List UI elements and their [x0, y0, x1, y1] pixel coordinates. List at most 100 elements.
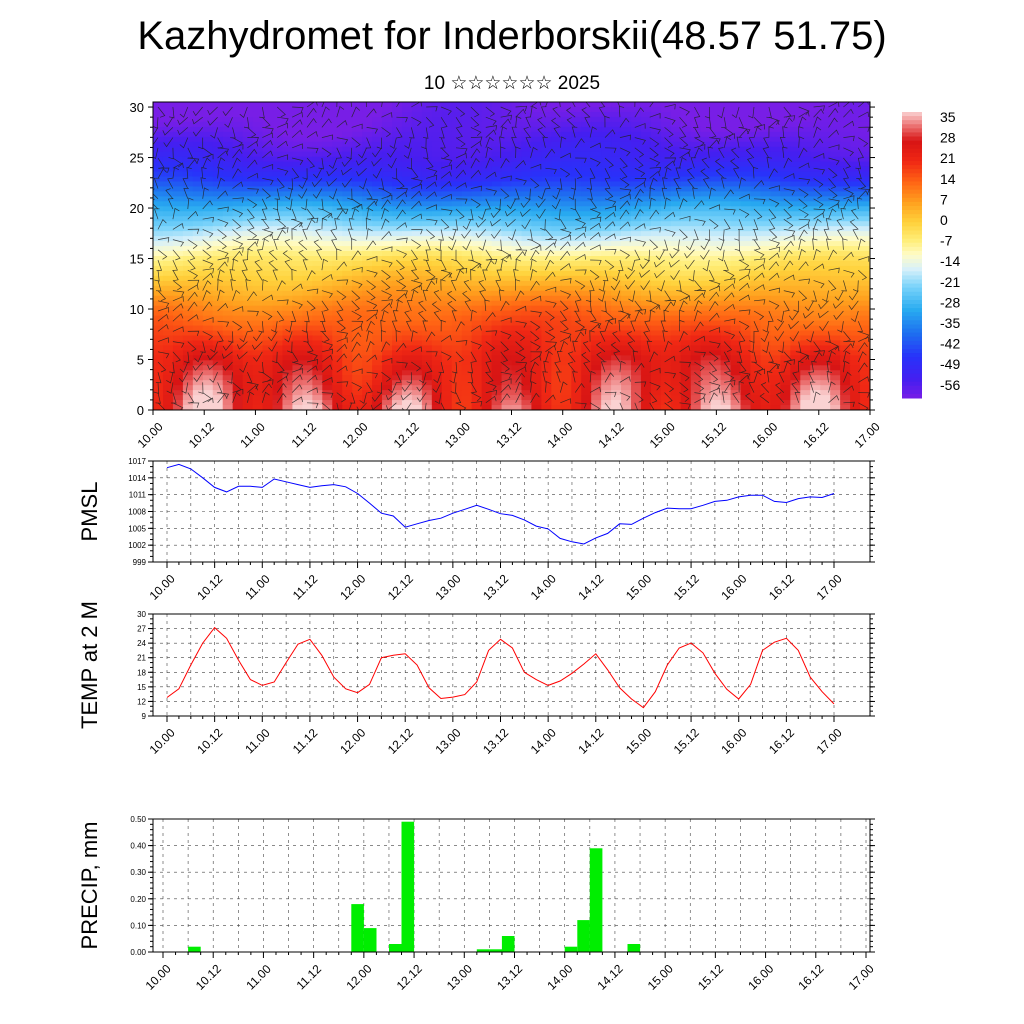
heatmap-cell: [501, 216, 513, 222]
heatmap-cell: [830, 400, 841, 406]
heatmap-cell: [372, 191, 383, 197]
heatmap-cell: [670, 111, 682, 118]
heatmap-cell: [551, 290, 562, 297]
heatmap-cell: [401, 270, 413, 277]
heatmap-cell: [750, 216, 762, 222]
heatmap-cell: [700, 111, 712, 118]
heatmap-cell: [272, 335, 284, 342]
heatmap-cell: [441, 340, 453, 347]
heatmap-cell: [192, 395, 204, 401]
heatmap-cell: [312, 305, 323, 312]
heatmap-cell: [312, 226, 323, 232]
heatmap-cell: [451, 156, 463, 163]
heatmap-cell: [372, 310, 383, 317]
heatmap-cell: [780, 201, 791, 207]
heatmap-cell: [362, 156, 373, 163]
heatmap-cell: [332, 350, 343, 356]
heatmap-cell: [411, 365, 423, 371]
heatmap-cell: [292, 201, 303, 207]
wind-barb: [232, 181, 244, 189]
heatmap-cell: [601, 270, 612, 277]
heatmap-cell: [322, 260, 333, 267]
heatmap-cell: [750, 181, 762, 188]
heatmap-cell: [760, 191, 772, 197]
heatmap-cell: [640, 191, 652, 197]
heatmap-cell: [431, 136, 443, 143]
heatmap-cell: [461, 325, 473, 332]
heatmap-cell: [421, 350, 433, 356]
heatmap-cell: [451, 241, 463, 247]
heatmap-cell: [192, 206, 204, 212]
heatmap-cell: [700, 360, 712, 366]
heatmap-cell: [372, 360, 383, 366]
heatmap-cell: [431, 335, 443, 342]
wind-barb: [277, 167, 289, 176]
heatmap-cell: [591, 385, 602, 391]
heatmap-cell: [302, 102, 313, 108]
wind-barb: [306, 102, 318, 108]
heatmap-cell: [611, 375, 622, 381]
heatmap-cell: [172, 161, 184, 168]
heatmap-cell: [202, 131, 214, 138]
heatmap-cell: [451, 136, 463, 143]
heatmap-cell: [401, 216, 413, 222]
heatmap-cell: [262, 310, 274, 317]
heatmap-cell: [521, 146, 533, 153]
heatmap-cell: [322, 236, 333, 242]
heatmap-cell: [501, 161, 513, 168]
heatmap-cell: [680, 345, 692, 351]
heatmap-cell: [212, 196, 224, 202]
heatmap-cell: [561, 270, 572, 277]
heatmap-cell: [850, 241, 861, 247]
heatmap-cell: [820, 106, 831, 113]
heatmap-cell: [860, 161, 870, 168]
heatmap-cell: [461, 216, 473, 222]
heatmap-cell: [631, 121, 642, 128]
heatmap-cell: [810, 365, 821, 371]
heatmap-cell: [232, 280, 244, 287]
heatmap-cell: [461, 221, 473, 227]
heatmap-cell: [352, 370, 363, 376]
heatmap-cell: [342, 345, 353, 351]
heatmap-cell: [302, 156, 313, 163]
heatmap-cell: [820, 350, 831, 356]
heatmap-cell: [471, 285, 483, 292]
heatmap-cell: [162, 151, 174, 158]
wind-barb: [318, 157, 324, 170]
heatmap-cell: [212, 370, 224, 376]
heatmap-cell: [710, 405, 722, 410]
heatmap-cell: [611, 141, 622, 148]
heatmap-cell: [790, 201, 801, 207]
heatmap-cell: [411, 211, 423, 217]
heatmap-cell: [202, 136, 214, 143]
heatmap-cell: [471, 106, 483, 113]
wind-barb: [287, 178, 294, 190]
heatmap-cell: [262, 201, 274, 207]
heatmap-cell: [441, 320, 453, 327]
heatmap-cell: [252, 305, 264, 312]
heatmap-cell: [680, 335, 692, 342]
heatmap-cell: [471, 280, 483, 287]
heatmap-cell: [421, 365, 433, 371]
heatmap-cell: [830, 221, 841, 227]
heatmap-cell: [541, 280, 552, 287]
heatmap-cell: [202, 231, 214, 237]
heatmap-cell: [640, 102, 652, 108]
heatmap-cell: [740, 270, 752, 277]
heatmap-cell: [810, 290, 821, 297]
heatmap-cell: [372, 161, 383, 168]
heatmap-cell: [192, 231, 204, 237]
heatmap-cell: [810, 211, 821, 217]
heatmap-cell: [571, 196, 582, 202]
heatmap-cell: [282, 405, 294, 410]
heatmap-cell: [312, 320, 323, 327]
heatmap-cell: [212, 251, 224, 257]
heatmap-cell: [362, 206, 373, 212]
heatmap-cell: [740, 315, 752, 322]
heatmap-cell: [411, 305, 423, 312]
heatmap-cell: [640, 265, 652, 272]
heatmap-cell: [272, 221, 284, 227]
heatmap-cell: [172, 196, 184, 202]
heatmap-cell: [770, 176, 781, 183]
heatmap-cell: [471, 116, 483, 123]
